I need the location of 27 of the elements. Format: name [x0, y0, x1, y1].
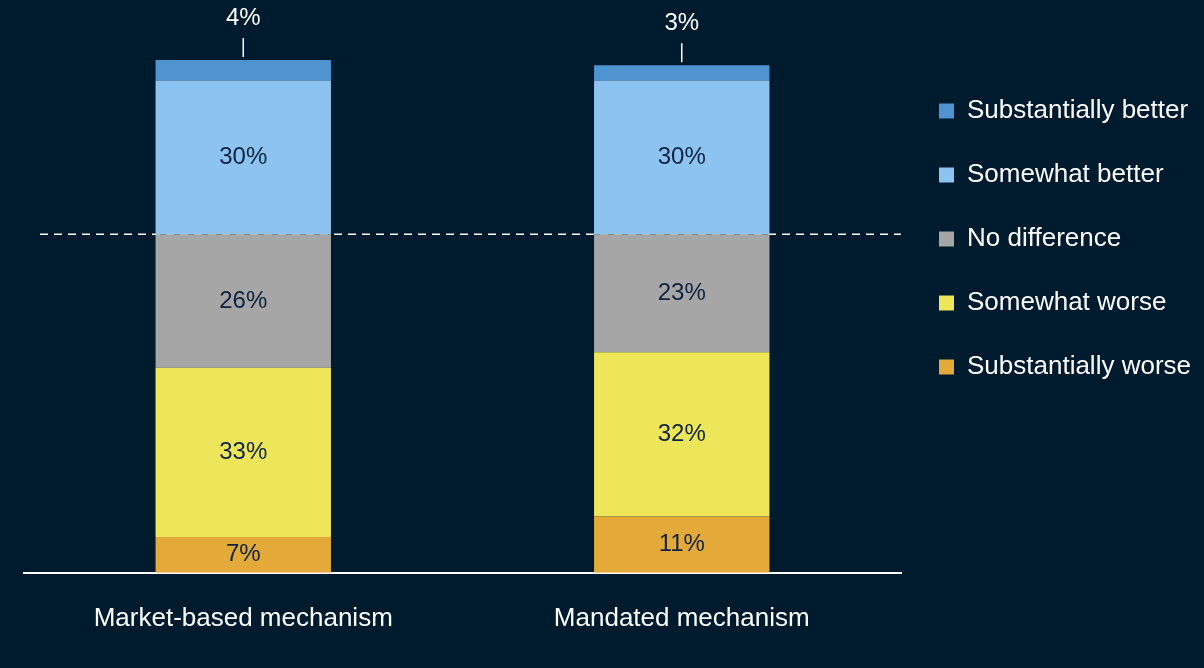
x-tick-label: Mandated mechanism: [553, 601, 810, 632]
data-label: 7%: [225, 539, 261, 567]
data-label: 30%: [219, 142, 268, 170]
data-label: 33%: [219, 436, 268, 464]
data-label: 32%: [657, 418, 706, 446]
legend-label: No difference: [967, 222, 1122, 253]
bar: [594, 234, 770, 353]
data-label: 26%: [219, 285, 268, 313]
bar: [155, 60, 331, 81]
bar: [155, 536, 331, 573]
bar: [155, 80, 331, 235]
data-label: 3%: [664, 7, 700, 35]
data-label: 4%: [225, 2, 261, 30]
legend-label: Somewhat worse: [967, 286, 1167, 317]
bar: [155, 367, 331, 537]
data-label: 11%: [658, 529, 705, 557]
legend-label: Substantially worse: [967, 350, 1191, 381]
data-label: 23%: [657, 277, 706, 305]
bar: [594, 80, 770, 235]
bar: [594, 516, 770, 573]
legend-label: Substantially better: [967, 94, 1189, 125]
x-tick-label: Market-based mechanism: [93, 601, 393, 632]
legend-label: Somewhat better: [967, 158, 1164, 189]
bar: [594, 352, 770, 517]
data-label: 30%: [657, 142, 706, 170]
bar: [594, 65, 770, 81]
bar: [155, 234, 331, 368]
